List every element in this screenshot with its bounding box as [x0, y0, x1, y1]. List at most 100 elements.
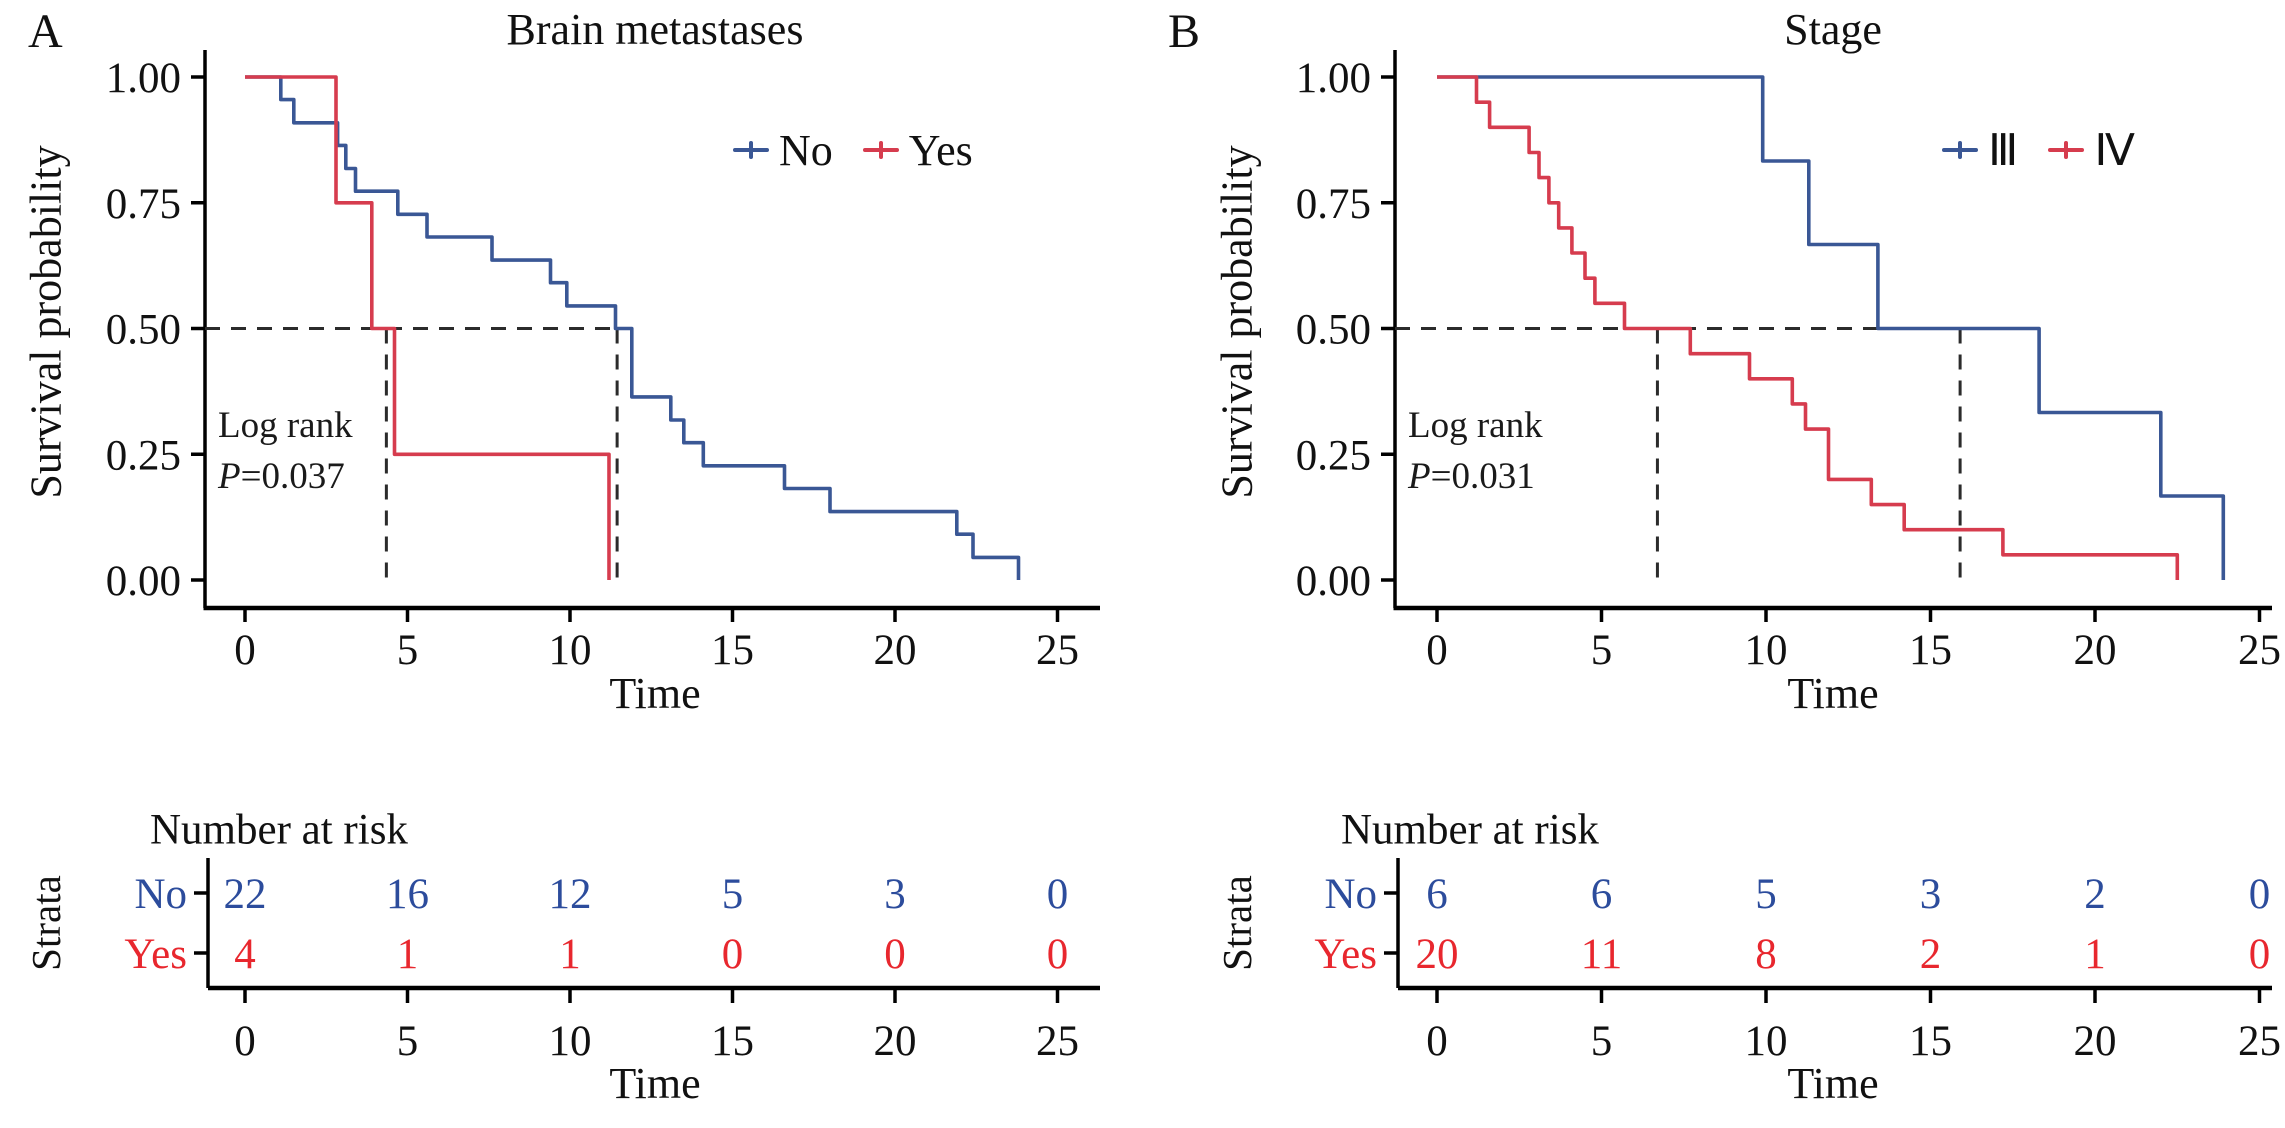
panel-a-logrank-annotation: Log rank P=0.037 — [218, 400, 353, 502]
legend-label-stage-iv: Ⅳ — [2094, 125, 2135, 175]
risk-value: 1 — [397, 931, 419, 978]
risk-x-tick-label: 15 — [711, 1018, 754, 1065]
risk-value: 6 — [1426, 871, 1448, 918]
y-tick-label: 0.00 — [1296, 558, 1371, 605]
panel-b-risk-x-axis-label: Time — [1787, 1059, 1879, 1108]
panel-a-letter: A — [28, 5, 63, 58]
panel-a-legend-item-no: No — [733, 125, 833, 176]
risk-x-tick-label: 20 — [2074, 1018, 2117, 1065]
risk-row-label: Yes — [124, 931, 187, 978]
risk-x-tick-label: 5 — [1591, 1018, 1613, 1065]
risk-value: 3 — [1920, 871, 1942, 918]
panel-b-legend: Ⅲ Ⅳ — [1942, 125, 2135, 176]
y-tick-label: 0.50 — [106, 307, 181, 354]
risk-value: 0 — [722, 931, 744, 978]
x-tick-label: 25 — [1036, 627, 1079, 674]
panel-a-y-axis-label: Survival probability — [21, 145, 71, 499]
legend-label-no: No — [779, 125, 833, 175]
panel-a-risk-x-axis-label: Time — [609, 1059, 701, 1108]
risk-x-tick-label: 25 — [2238, 1018, 2281, 1065]
panel-b-y-axis-label: Survival probability — [1212, 145, 1262, 499]
risk-value: 6 — [1591, 871, 1613, 918]
risk-row-label: Yes — [1314, 931, 1377, 978]
risk-value: 1 — [2084, 931, 2106, 978]
km-curve-Yes — [245, 75, 611, 580]
logrank-pvalue: P=0.031 — [1408, 456, 1535, 497]
x-tick-label: 20 — [874, 627, 917, 674]
y-tick-label: 0.25 — [106, 432, 181, 479]
logrank-line1: Log rank — [218, 405, 353, 446]
risk-value: 16 — [386, 871, 429, 918]
risk-x-tick-label: 0 — [1426, 1018, 1448, 1065]
x-tick-label: 0 — [234, 627, 256, 674]
risk-value: 4 — [234, 931, 256, 978]
risk-value: 11 — [1581, 931, 1622, 978]
y-tick-label: 0.75 — [1296, 181, 1371, 228]
x-tick-label: 20 — [2074, 627, 2117, 674]
x-tick-label: 5 — [397, 627, 419, 674]
risk-value: 20 — [1416, 931, 1459, 978]
risk-x-tick-label: 20 — [874, 1018, 917, 1065]
logrank-line1: Log rank — [1408, 405, 1543, 446]
x-tick-label: 0 — [1426, 627, 1448, 674]
risk-x-tick-label: 10 — [1745, 1018, 1788, 1065]
risk-value: 0 — [884, 931, 906, 978]
risk-x-tick-label: 25 — [1036, 1018, 1079, 1065]
x-tick-label: 15 — [1909, 627, 1952, 674]
risk-value: 0 — [1047, 871, 1069, 918]
panel-b-letter: B — [1168, 5, 1201, 58]
risk-value: 3 — [884, 871, 906, 918]
panel-b-x-axis-label: Time — [1787, 669, 1879, 718]
y-tick-label: 0.75 — [106, 181, 181, 228]
logrank-pvalue: P=0.037 — [218, 456, 345, 497]
risk-value: 8 — [1755, 931, 1777, 978]
risk-value: 0 — [2249, 931, 2271, 978]
censor-plus-icon — [862, 132, 899, 168]
x-tick-label: 10 — [1745, 627, 1788, 674]
panel-b-title: Stage — [1784, 5, 1882, 54]
panel-a-strata-label: Strata — [23, 875, 69, 971]
risk-value: 22 — [224, 871, 267, 918]
legend-label-stage-iii: Ⅲ — [1988, 125, 2019, 175]
y-tick-label: 1.00 — [106, 55, 181, 102]
panel-a-legend-item-yes: Yes — [862, 125, 973, 176]
panel-b-legend-item-iv: Ⅳ — [2048, 125, 2135, 176]
risk-value: 0 — [1047, 931, 1069, 978]
panel-a-title: Brain metastases — [506, 5, 804, 54]
risk-row-label: No — [134, 871, 187, 918]
risk-x-tick-label: 0 — [234, 1018, 256, 1065]
legend-label-yes: Yes — [908, 125, 973, 175]
y-tick-label: 0.50 — [1296, 307, 1371, 354]
km-curve-Ⅲ — [1437, 75, 2226, 580]
panel-b-strata-label: Strata — [1214, 875, 1260, 971]
panel-a-risk-table-title: Number at risk — [150, 806, 408, 854]
risk-x-tick-label: 15 — [1909, 1018, 1952, 1065]
km-curve-No — [245, 75, 1021, 580]
km-curve-Ⅳ — [1437, 75, 2180, 580]
risk-x-tick-label: 5 — [397, 1018, 419, 1065]
y-tick-label: 0.00 — [106, 558, 181, 605]
risk-row-label: No — [1324, 871, 1377, 918]
panel-a-x-axis-label: Time — [609, 669, 701, 718]
y-tick-label: 0.25 — [1296, 432, 1371, 479]
x-tick-label: 25 — [2238, 627, 2281, 674]
x-tick-label: 10 — [549, 627, 592, 674]
x-tick-label: 5 — [1591, 627, 1613, 674]
risk-x-tick-label: 10 — [549, 1018, 592, 1065]
panel-b-risk-table-title: Number at risk — [1341, 806, 1599, 854]
y-tick-label: 1.00 — [1296, 55, 1371, 102]
censor-plus-icon — [1942, 132, 1978, 168]
risk-value: 1 — [559, 931, 581, 978]
panel-b-legend-item-iii: Ⅲ — [1942, 125, 2018, 176]
risk-value: 0 — [2249, 871, 2271, 918]
risk-value: 5 — [1755, 871, 1777, 918]
panel-a-legend: No Yes — [733, 125, 973, 176]
risk-value: 12 — [549, 871, 592, 918]
censor-plus-icon — [2048, 132, 2085, 168]
x-tick-label: 15 — [711, 627, 754, 674]
panel-b-logrank-annotation: Log rank P=0.031 — [1408, 400, 1543, 502]
risk-value: 2 — [2084, 871, 2106, 918]
censor-plus-icon — [733, 132, 769, 168]
